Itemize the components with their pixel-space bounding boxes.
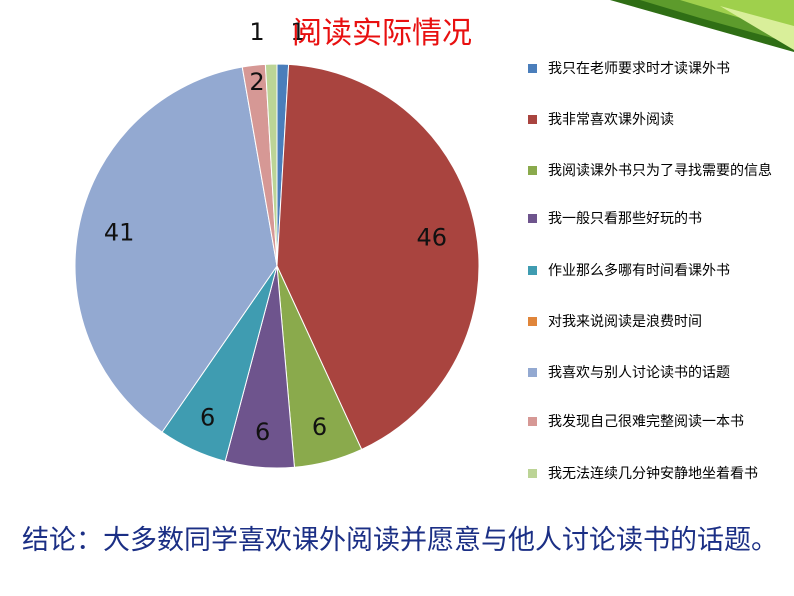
legend-swatch <box>528 166 537 175</box>
legend-swatch <box>528 417 537 426</box>
chart-title: 阅读实际情况 <box>292 16 472 51</box>
legend-label: 我发现自己很难完整阅读一本书 <box>548 414 744 430</box>
pie-data-label: 2 <box>249 68 264 96</box>
legend-label: 我只在老师要求时才读课外书 <box>548 61 730 77</box>
legend-label: 我喜欢与别人讨论读书的话题 <box>548 365 730 381</box>
legend-swatch <box>528 368 537 377</box>
pie-data-label: 41 <box>104 218 135 246</box>
legend-label: 我非常喜欢课外阅读 <box>548 112 674 128</box>
chart-legend: 我只在老师要求时才读课外书 我非常喜欢课外阅读我阅读课外书只为了寻找需要的信息 我一… <box>528 55 790 515</box>
pie-slice <box>264 63 278 267</box>
legend-swatch <box>528 266 537 275</box>
pie-data-label: 1 <box>290 18 305 46</box>
pie-slices <box>74 63 480 469</box>
legend-label: 我无法连续几分钟安静地坐着看书 <box>548 466 758 482</box>
legend-swatch <box>528 317 537 326</box>
pie-slice <box>74 66 278 433</box>
pie-data-label: 6 <box>200 403 215 431</box>
pie-data-label: 46 <box>417 224 448 252</box>
pie-data-label: 6 <box>312 413 327 441</box>
legend-label: 我阅读课外书只为了寻找需要的信息 <box>548 163 772 179</box>
legend-swatch <box>528 115 537 124</box>
legend-label: 我一般只看那些好玩的书 <box>548 211 702 227</box>
legend-swatch <box>528 214 537 223</box>
legend-swatch <box>528 64 537 73</box>
legend-label: 对我来说阅读是浪费时间 <box>548 314 702 330</box>
conclusion-text: 结论：大多数同学喜欢课外阅读并愿意与他人讨论读书的话题。 <box>22 525 778 556</box>
legend-swatch <box>528 469 537 478</box>
pie-data-label: 1 <box>249 18 264 46</box>
corner-decoration <box>610 0 794 52</box>
pie-slice <box>276 63 480 451</box>
pie-data-label: 6 <box>255 418 270 446</box>
legend-label: 作业那么多哪有时间看课外书 <box>548 263 730 279</box>
